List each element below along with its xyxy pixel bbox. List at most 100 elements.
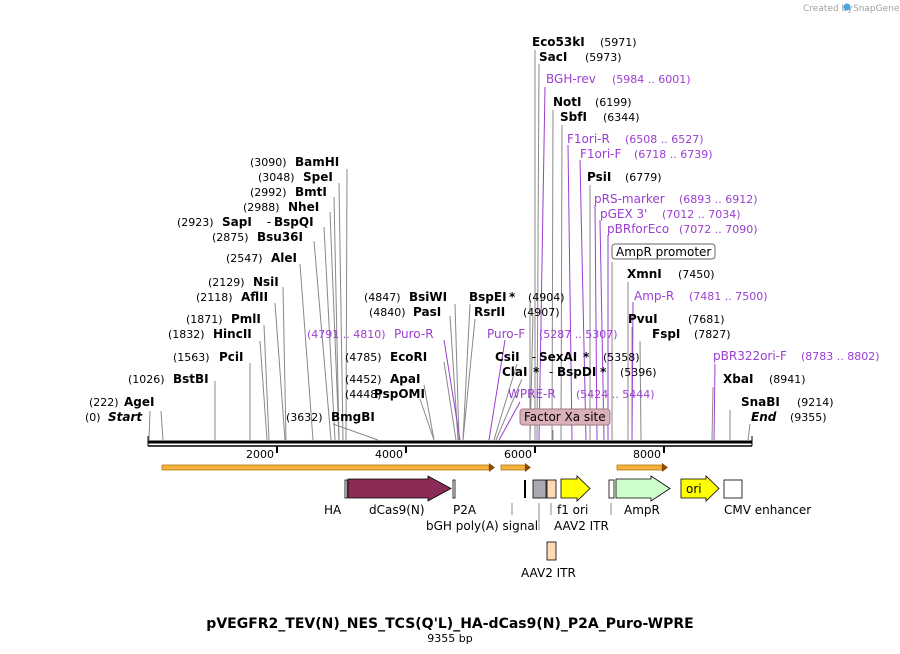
- site-name: SnaBI: [741, 395, 780, 409]
- site-position: (9214): [797, 396, 834, 409]
- svg-text:(2988)NheI: (2988) NheI: [243, 200, 319, 214]
- primer-name: Puro-F: [487, 327, 525, 341]
- feature-track: [344, 475, 743, 561]
- site-name: EcoRI: [390, 350, 427, 364]
- feature-label-ori: ori: [686, 482, 702, 496]
- site-position: (7450): [678, 268, 715, 281]
- tick-label: 2000: [246, 448, 274, 461]
- svg-text:pBR322ori-F(8783 .. 8802): pBR322ori-F (8783 .. 8802): [713, 349, 880, 363]
- svg-text:(222)AgeI: (222) AgeI: [89, 395, 154, 409]
- site-position: (1832): [168, 328, 205, 341]
- site-name: PciI: [219, 350, 244, 364]
- credit-created-by: Created by: [803, 4, 853, 14]
- site-position: (2129): [208, 276, 245, 289]
- grey-feature: [532, 479, 547, 499]
- site-name: PvuI: [628, 312, 658, 326]
- feature-label-p2a: P2A: [453, 503, 477, 517]
- ha-tag-feature: [344, 479, 348, 499]
- feature-label-aav2-itr: AAV2 ITR: [521, 566, 576, 580]
- site-name: BamHI: [295, 155, 339, 169]
- site-name: PmlI: [231, 312, 261, 326]
- svg-text:(4840)PasI: (4840) PasI: [369, 305, 441, 319]
- svg-text:(3632)BmgBI: (3632) BmgBI: [286, 410, 375, 424]
- site-name: PasI: [413, 305, 441, 319]
- primer-range: (7481 .. 7500): [689, 290, 768, 303]
- svg-text:XmnI(7450): XmnI (7450): [627, 267, 715, 281]
- site-position: (3048): [258, 171, 295, 184]
- site-name: CsiI: [495, 350, 520, 364]
- site-name: SapI: [222, 215, 252, 229]
- svg-text:CsiI - SexAI*(5358): CsiI - SexAI * (5358): [495, 350, 640, 364]
- svg-text:(2875)Bsu36I: (2875) Bsu36I: [212, 230, 303, 244]
- site-name: PspOMI: [374, 387, 425, 401]
- site-star: *: [583, 350, 590, 364]
- site-name: Start: [108, 410, 143, 424]
- dcas9-feature: [347, 475, 452, 502]
- site-position: (4847): [364, 291, 401, 304]
- ampr-promoter-label: AmpR promoter: [616, 245, 711, 259]
- site-name: PsiI: [587, 170, 611, 184]
- site-position: (1026): [128, 373, 165, 386]
- primer-name: pBRforEco: [607, 222, 669, 236]
- credit-brand: SnapGene: [853, 4, 900, 14]
- svg-text:pRS-marker(6893 .. 6912): pRS-marker (6893 .. 6912): [594, 192, 758, 206]
- svg-text:BGH-rev(5984 .. 6001): BGH-rev (5984 .. 6001): [546, 72, 691, 86]
- site-name: NotI: [553, 95, 582, 109]
- primer-name: BGH-rev: [546, 72, 596, 86]
- site-position: (1871): [186, 313, 223, 326]
- site-position: (8941): [769, 373, 806, 386]
- svg-text:WPRE-R(5424 .. 5444): WPRE-R (5424 .. 5444): [508, 387, 655, 401]
- site-position: (6344): [603, 111, 640, 124]
- site-name: SbfI: [560, 110, 587, 124]
- primer-range: (6893 .. 6912): [679, 193, 758, 206]
- site-position: (1563): [173, 351, 210, 364]
- site-position: (4448): [345, 388, 382, 401]
- aav2-itr-feature: [546, 479, 557, 499]
- svg-text:(1871)PmlI: (1871) PmlI: [186, 312, 261, 326]
- primer-range: (6718 .. 6739): [634, 148, 713, 161]
- primer-name: pBR322ori-F: [713, 349, 787, 363]
- site-star: *: [533, 365, 540, 379]
- ori-feature: [680, 475, 720, 502]
- site-position: (6779): [625, 171, 662, 184]
- svg-text:NotI(6199): NotI (6199): [553, 95, 632, 109]
- ampr-promoter-box: [611, 243, 716, 260]
- site-name: XmnI: [627, 267, 662, 281]
- svg-text:pGEX 3'(7012 .. 7034): pGEX 3' (7012 .. 7034): [600, 207, 741, 221]
- primer-range: (8783 .. 8802): [801, 350, 880, 363]
- site-name-extra: BspQI: [274, 215, 314, 229]
- aav2-itr-feature: [546, 541, 557, 561]
- primer-range: (4791 .. 4810): [307, 328, 386, 341]
- svg-text:PvuI(7681): PvuI (7681): [628, 312, 725, 326]
- site-position: (7827): [694, 328, 731, 341]
- svg-text:(1563)PciI: (1563) PciI: [173, 350, 244, 364]
- site-name: FspI: [652, 327, 680, 341]
- primer-name: F1ori-F: [580, 147, 621, 161]
- bgh-polya-feature: [524, 480, 526, 498]
- site-position: (4904): [528, 291, 565, 304]
- site-name: XbaI: [723, 372, 753, 386]
- svg-text:(4452)ApaI: (4452) ApaI: [345, 372, 420, 386]
- site-star: *: [600, 365, 607, 379]
- site-name-extra: BspDI: [557, 365, 596, 379]
- site-name: RsrII: [474, 305, 505, 319]
- feature-label-ha: HA: [324, 503, 342, 517]
- site-name: ApaI: [390, 372, 420, 386]
- primer-lines: [443, 86, 716, 441]
- primer-range: (7012 .. 7034): [662, 208, 741, 221]
- svg-text:SnaBI(9214): SnaBI (9214): [741, 395, 834, 409]
- site-name: End: [751, 410, 777, 424]
- site-position: (4452): [345, 373, 382, 386]
- site-position: (4907): [523, 306, 560, 319]
- svg-text:PsiI(6779): PsiI (6779): [587, 170, 662, 184]
- svg-text:Puro-F(5287 .. 5307): Puro-F (5287 .. 5307): [487, 327, 618, 341]
- site-name: AleI: [271, 251, 297, 265]
- feature-label-ampr: AmpR: [624, 503, 660, 517]
- svg-text:SbfI(6344): SbfI (6344): [560, 110, 640, 124]
- primer-range: (5424 .. 5444): [576, 388, 655, 401]
- svg-text:(1832)HincII: (1832) HincII: [168, 327, 252, 341]
- svg-text:Eco53kI(5971): Eco53kI (5971): [532, 35, 637, 49]
- site-position: (2992): [250, 186, 287, 199]
- site-position: (3090): [250, 156, 287, 169]
